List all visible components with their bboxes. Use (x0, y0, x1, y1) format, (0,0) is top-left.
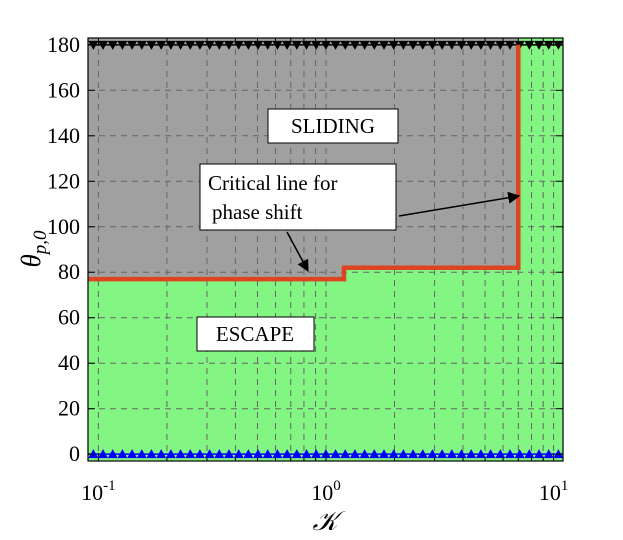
sliding-annotation: SLIDING (267, 108, 399, 144)
escape-annotation: ESCAPE (196, 316, 315, 352)
x-tick-base: 10 (539, 480, 561, 505)
x-axis-label: 𝒦 (312, 506, 345, 536)
x-tick-base: 10 (311, 480, 333, 505)
annotation-arrow-right (398, 191, 521, 217)
plot-area (88, 38, 563, 461)
x-tick-base: 10 (81, 480, 103, 505)
sliding-region (88, 38, 519, 280)
escape-label-box (196, 316, 315, 352)
y-axis-label: θp,0 (16, 230, 51, 268)
x-tick-exponent: 1 (561, 478, 569, 494)
critical-line-text-2: phase shift (212, 200, 303, 224)
x-tick-label: 10-1 (81, 478, 116, 505)
y-axis-label-sub: p,0 (30, 230, 51, 256)
x-tick-exponent: 0 (333, 478, 341, 494)
x-tick-label: 100 (311, 478, 341, 505)
y-tick-label: 120 (47, 168, 80, 193)
y-tick-label: 40 (58, 350, 80, 375)
critical-line-text-1: Critical line for (208, 171, 337, 195)
critical-line-annotation: Critical line for phase shift (199, 163, 521, 273)
escape-label: ESCAPE (216, 322, 294, 346)
x-tick-exponent: -1 (103, 478, 116, 494)
critical-line-box (199, 163, 397, 231)
y-tick-label: 20 (58, 396, 80, 421)
x-tick-label: 101 (539, 478, 569, 505)
y-tick-label: 160 (47, 77, 80, 102)
sliding-label: SLIDING (291, 114, 375, 138)
y-tick-label: 80 (58, 259, 80, 284)
annotation-arrow-left (286, 231, 309, 273)
y-axis-label-main: θ (16, 254, 46, 267)
y-tick-label: 180 (47, 32, 80, 57)
y-tick-label: 0 (69, 441, 80, 466)
y-tick-label: 140 (47, 123, 80, 148)
sliding-label-box (267, 108, 399, 144)
y-tick-label: 100 (47, 214, 80, 239)
y-tick-label: 60 (58, 305, 80, 330)
